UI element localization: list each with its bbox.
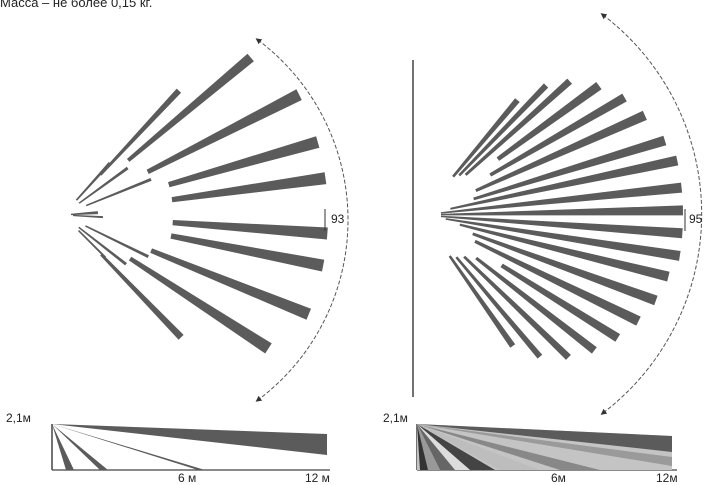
beam-zone — [170, 233, 325, 272]
left-beam-fan — [70, 53, 328, 354]
right-angle-label: 95 — [689, 212, 703, 226]
right-side-view — [416, 424, 677, 471]
right-far-distance-label: 12м — [656, 471, 678, 485]
side-beam-near — [52, 424, 108, 470]
beam-zone — [450, 155, 679, 210]
beam-zone — [70, 211, 98, 216]
beam-zone — [440, 215, 683, 239]
beam-zone — [448, 255, 516, 348]
beam-zone — [75, 162, 111, 201]
beam-zone — [489, 93, 627, 177]
beam-zone — [85, 225, 149, 258]
left-angle-label: 93 — [331, 212, 345, 226]
beam-zone — [500, 263, 621, 342]
left-coverage-arc — [255, 38, 349, 402]
beam-zone — [472, 232, 658, 306]
beam-zone — [128, 256, 272, 354]
beam-zone — [464, 78, 572, 176]
left-far-distance-label: 12 м — [305, 471, 330, 485]
beam-zone — [78, 230, 107, 259]
right-mid-distance-label: 6м — [551, 471, 566, 485]
beam-zone — [171, 172, 327, 203]
beam-zone — [150, 248, 311, 320]
right-height-label: 2,1м — [383, 411, 408, 425]
right-top-view — [412, 13, 703, 415]
beam-zone — [458, 83, 549, 177]
beam-zone — [441, 205, 683, 216]
side-beam-far — [52, 424, 327, 455]
beam-zone — [168, 136, 320, 188]
right-coverage-arc — [600, 13, 703, 415]
right-beam-fan — [440, 78, 683, 360]
beam-zone — [474, 239, 641, 326]
beam-zone — [475, 256, 597, 354]
page-caption: Масса – не более 0,15 кг. — [0, 0, 153, 10]
beam-zone — [146, 89, 302, 174]
side-beam-mid — [52, 424, 205, 470]
beam-zone — [73, 214, 103, 219]
beam-zone — [445, 218, 681, 261]
beam-zone — [463, 255, 571, 360]
beam-zone — [455, 256, 543, 359]
beam-zone — [473, 135, 667, 201]
beam-zone — [85, 178, 152, 207]
beam-zone — [452, 98, 520, 178]
left-height-label: 2,1м — [6, 411, 31, 425]
side-beam-close — [52, 424, 74, 470]
beam-zone — [78, 166, 129, 204]
beam-zone — [99, 88, 182, 176]
left-side-view — [51, 424, 330, 471]
beam-zone — [496, 82, 602, 161]
beam-zone — [459, 223, 670, 282]
left-mid-distance-label: 6 м — [178, 471, 197, 485]
beam-zone — [440, 182, 683, 214]
beam-zone — [78, 226, 127, 266]
beam-zone — [172, 220, 328, 240]
left-top-view — [70, 38, 349, 402]
beam-zone — [100, 253, 184, 340]
beam-zone — [126, 53, 254, 162]
